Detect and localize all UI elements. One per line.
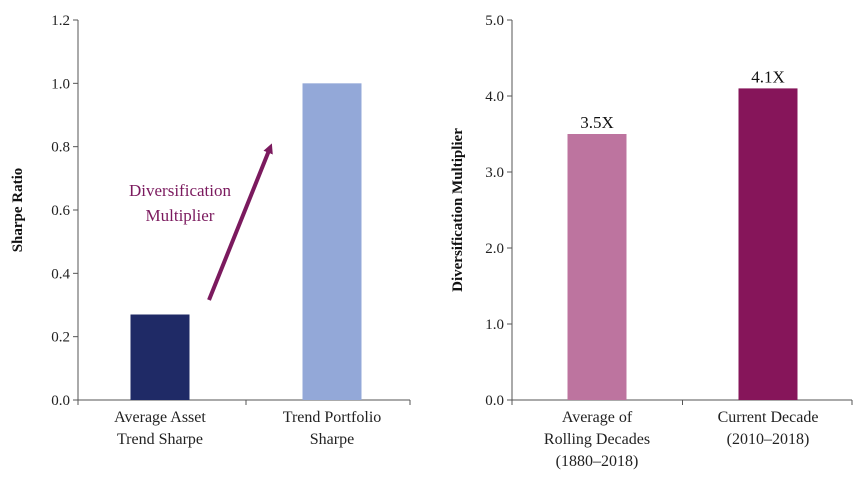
y-tick-label: 0.4 (51, 266, 70, 282)
bar (302, 83, 362, 400)
x-category-label: Average Asset (114, 409, 206, 426)
sharpe-ratio-chart: 0.0 0.2 0.4 0.6 0.8 1.0 1.2 Sharpe Ratio Average… (10, 13, 411, 448)
y-tick-label: 2.0 (485, 241, 504, 257)
y-tick-label: 3.0 (485, 165, 504, 181)
diversification-multiplier-chart: 0.0 1.0 2.0 3.0 4.0 5.0 Diversification Multip… (450, 13, 853, 470)
y-tick-label: 0.0 (51, 393, 70, 409)
data-label: 3.5X (580, 113, 614, 132)
x-category-label: Average of (562, 409, 633, 426)
x-category-label: (1880–2018) (556, 453, 639, 470)
x-category-label: Trend Portfolio (283, 409, 382, 426)
y-tick-label: 0.0 (485, 393, 504, 409)
y-tick-label: 5.0 (485, 13, 504, 29)
y-axis-title: Diversification Multiplier (450, 128, 466, 292)
y-tick-label: 0.8 (51, 140, 70, 156)
y-tick-label: 1.0 (485, 317, 504, 333)
y-tick-label: 0.2 (51, 330, 70, 346)
annotation-label: Diversification (129, 181, 231, 200)
x-category-label: Sharpe (310, 431, 354, 448)
annotation-arrow (207, 143, 273, 301)
y-tick-label: 1.0 (51, 76, 70, 92)
bar (130, 314, 190, 400)
data-label: 4.1X (751, 67, 785, 86)
bar (738, 88, 798, 401)
bar (567, 134, 627, 400)
x-category-label: (2010–2018) (727, 431, 810, 448)
x-category-label: Current Decade (718, 409, 819, 426)
y-tick-label: 4.0 (485, 89, 504, 105)
y-tick-label: 0.6 (51, 203, 70, 219)
x-category-label: Rolling Decades (544, 431, 650, 448)
x-category-label: Trend Sharpe (117, 431, 203, 448)
y-axis-title: Sharpe Ratio (10, 168, 26, 253)
annotation-label: Multiplier (146, 206, 215, 225)
y-tick-label: 1.2 (51, 13, 70, 29)
